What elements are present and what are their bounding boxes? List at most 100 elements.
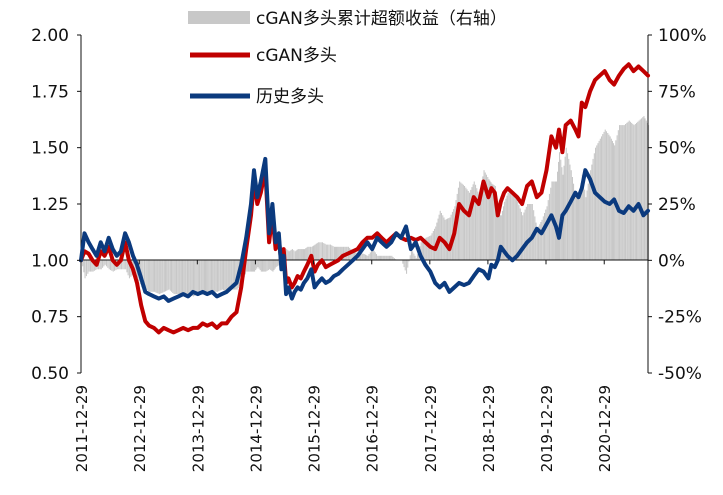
excess-bar [319, 242, 321, 261]
excess-bar [648, 125, 650, 261]
excess-bar [297, 249, 299, 261]
excess-bar [591, 164, 593, 261]
excess-bar [263, 260, 265, 272]
excess-bar [432, 231, 434, 261]
excess-bar [321, 242, 323, 261]
excess-bar [571, 177, 573, 261]
excess-bar [287, 250, 289, 261]
excess-bar [609, 136, 611, 261]
excess-bar [220, 260, 222, 291]
excess-bar [409, 255, 411, 261]
excess-bar [189, 260, 191, 295]
excess-bar [391, 255, 393, 261]
excess-bar [471, 187, 473, 261]
excess-bar [586, 190, 588, 261]
y-left-tick-label: 0.75 [31, 308, 69, 328]
excess-bar [364, 254, 366, 261]
excess-bar [402, 260, 404, 264]
excess-bar [339, 246, 341, 261]
excess-bar [368, 254, 370, 261]
excess-bar [112, 260, 114, 272]
excess-bar [296, 249, 298, 261]
excess-bar [598, 140, 600, 261]
excess-bar [158, 260, 160, 295]
excess-bar [270, 260, 272, 271]
series-line-cgan [79, 62, 650, 335]
excess-bar [166, 260, 168, 291]
excess-bar [494, 186, 496, 261]
excess-bar [643, 116, 645, 261]
excess-bar [464, 186, 466, 261]
excess-bar [544, 213, 546, 261]
excess-bar [212, 260, 214, 292]
excess-bar [125, 260, 127, 270]
excess-bar [174, 260, 176, 295]
excess-bar [497, 215, 499, 261]
excess-bar [508, 192, 510, 261]
excess-bar [531, 204, 533, 261]
excess-bar [306, 247, 308, 261]
excess-bar [404, 260, 406, 271]
excess-bar [190, 260, 192, 296]
excess-bar [256, 260, 258, 269]
excess-bar [593, 153, 595, 261]
excess-bar [546, 206, 548, 261]
excess-bar [595, 147, 597, 261]
excess-bar [592, 158, 594, 261]
excess-bar [449, 217, 451, 261]
excess-bar [545, 209, 547, 261]
excess-bar [527, 204, 529, 261]
excess-bar [197, 260, 199, 295]
excess-bar [341, 246, 343, 261]
excess-bar [323, 243, 325, 261]
excess-bar [584, 189, 586, 261]
excess-bar [421, 241, 423, 261]
excess-bar [632, 124, 634, 261]
x-tick-label: 2012-12-29 [131, 385, 149, 472]
excess-bar [629, 121, 631, 261]
excess-bar [385, 255, 387, 261]
excess-bar [307, 246, 309, 261]
excess-bar [466, 189, 468, 261]
excess-bar [496, 205, 498, 261]
excess-bar [252, 260, 254, 272]
excess-bar [479, 188, 481, 261]
excess-bar [127, 260, 129, 276]
excess-bar [192, 260, 194, 297]
excess-bar [547, 200, 549, 261]
excess-bar [293, 250, 295, 261]
excess-bar [336, 246, 338, 261]
excess-bar [622, 125, 624, 261]
excess-bar [597, 143, 599, 261]
excess-bar [560, 159, 562, 261]
y-right-tick-label: 50% [658, 139, 696, 159]
excess-bar [301, 249, 303, 261]
excess-bar [378, 255, 380, 261]
excess-bar [316, 243, 318, 261]
tick-labels: 0.50 0.75 1.00 1.25 1.50 1.75 2.00 -50% -25% 0% 25… [31, 26, 706, 472]
excess-bar [107, 260, 109, 268]
excess-bar [477, 191, 479, 261]
excess-bar [626, 122, 628, 261]
excess-bar [524, 209, 526, 261]
excess-bar [254, 260, 256, 272]
x-tick-label: 2014-12-29 [247, 385, 265, 472]
excess-bar [499, 215, 501, 261]
excess-bar [177, 260, 179, 295]
excess-bar [578, 199, 580, 261]
excess-bar [570, 170, 572, 261]
excess-bar [225, 260, 227, 292]
excess-bar [219, 260, 221, 291]
excess-bar [91, 260, 93, 272]
excess-bar [111, 260, 113, 271]
excess-bar [203, 260, 205, 292]
excess-bar [226, 260, 228, 292]
excess-bar [403, 260, 405, 268]
excess-bar [320, 242, 322, 261]
excess-bar [251, 260, 253, 272]
excess-bar [327, 244, 329, 261]
x-tick-label: 2015-12-29 [305, 385, 323, 472]
excess-bar [384, 255, 386, 261]
excess-bar [605, 131, 607, 261]
excess-bar [134, 260, 136, 276]
